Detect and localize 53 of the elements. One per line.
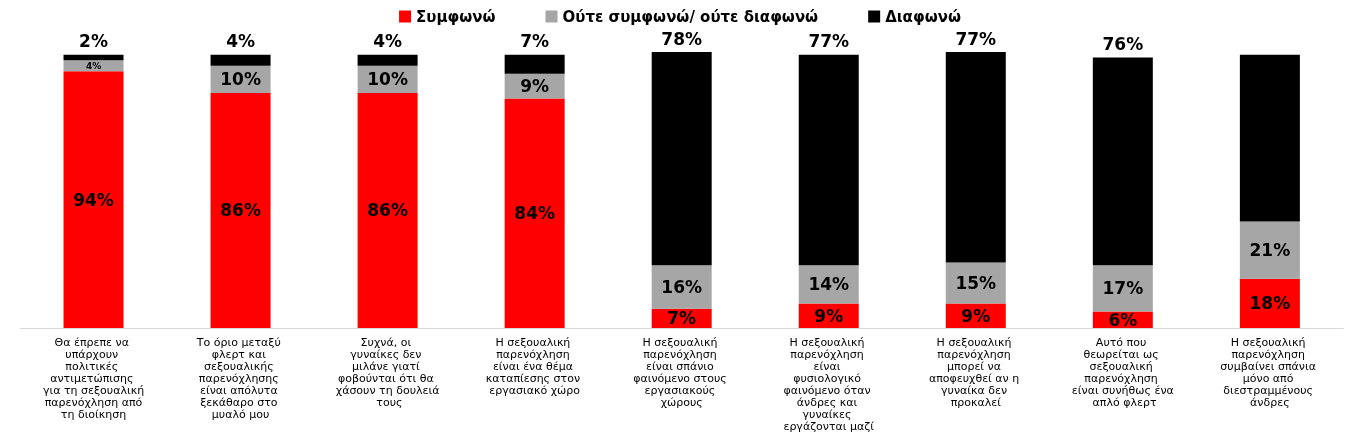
data-label: 78% [661, 28, 703, 49]
legend-label: Διαφωνώ [885, 7, 961, 26]
data-label: 84% [514, 203, 555, 224]
data-label: 9% [961, 305, 991, 326]
x-tick-label: Συχνά, οι γυναίκες δεν μιλάνε γιατί φοβούνται ότι θα χάσουν τη δουλειά τους [335, 335, 440, 409]
data-label: 77% [808, 31, 850, 52]
bar [504, 54, 565, 74]
data-label: 21% [1249, 240, 1291, 261]
x-tick-label: Η σεξουαλική παρενόχληση είναι σπάνιο φαινόμενο στους εργασιακούς χώρους [633, 335, 731, 409]
legend-label: Ούτε συμφωνώ/ ούτε διαφωνώ [562, 7, 819, 26]
data-label: 15% [955, 272, 997, 293]
x-tick-label: Η σεξουαλική παρενόχληση μπορεί να αποφευχθεί αν η γυναίκα δεν προκαλεί [928, 335, 1023, 409]
x-tick-label: Η σεξουαλική παρενόχληση είναι φυσιολογικό φαινόμενο όταν άνδρες και γυναίκες εργάζονται μαζί [783, 335, 875, 432]
bar [63, 71, 124, 328]
x-tick-label: Αυτό που θεωρείται ως σεξουαλική παρενόχληση είναι συνήθως ένα απλό φλερτ [1071, 335, 1174, 409]
data-label: 6% [1108, 309, 1138, 330]
bar [1239, 54, 1300, 222]
data-label: 77% [955, 28, 997, 49]
x-tick-label: Θα έπρεπε να υπάρχουν πολιτικές αντιμετώπισης για τη σεξουαλική παρενόχληση από τη διοίκηση [41, 335, 146, 421]
bar [210, 54, 271, 66]
data-label: 10% [367, 69, 408, 90]
bar [210, 92, 271, 328]
bar [357, 54, 418, 66]
bar [1239, 221, 1300, 279]
data-label: 2% [79, 31, 108, 52]
x-tick-label: Η σεξουαλική παρενόχληση είναι ένα θέμα καταπίεσης στον εργασιακό χώρο [485, 335, 584, 397]
bar [945, 52, 1006, 263]
data-label: 16% [661, 277, 703, 298]
bar [1092, 57, 1153, 266]
bar [651, 52, 712, 266]
data-label: 7% [667, 308, 697, 329]
bar [504, 98, 565, 328]
data-label: 18% [1249, 293, 1291, 314]
data-label: 9% [520, 76, 550, 97]
legend-label: Συμφωνώ [416, 7, 496, 26]
bar [798, 54, 859, 266]
bar [1092, 265, 1153, 312]
data-label: 4% [373, 31, 403, 52]
data-label: 94% [73, 189, 114, 210]
data-label: 9% [814, 305, 844, 326]
data-label: 17% [1102, 278, 1144, 299]
data-label: 4% [85, 60, 102, 71]
bar [63, 54, 124, 61]
data-label: 7% [520, 31, 550, 52]
data-label: 14% [808, 274, 850, 295]
data-label: 86% [220, 200, 261, 221]
bar [357, 92, 418, 328]
data-label: 4% [226, 31, 255, 52]
data-label: 86% [367, 200, 408, 221]
x-tick-label: Το όριο μεταξύ φλερτ και σεξουαλικής παρενόχλησης είναι απόλυτα ξεκάθαρο στο μυαλό μου [195, 335, 285, 421]
x-tick-label: Η σεξουαλική παρενόχληση συμβαίνει σπάνια μόνο από διεστραμμένους άνδρες [1220, 335, 1320, 409]
data-label: 10% [220, 69, 261, 90]
data-label: 76% [1102, 33, 1144, 54]
